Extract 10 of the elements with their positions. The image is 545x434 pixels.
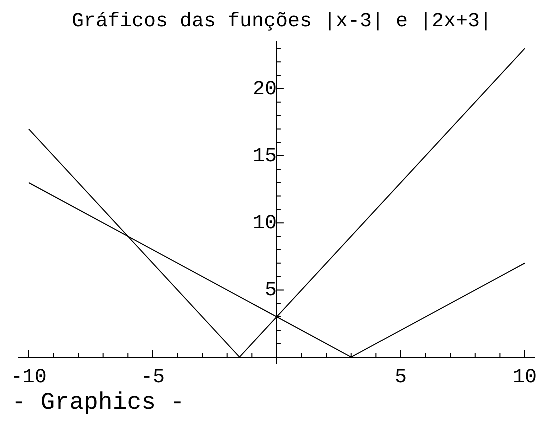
y-tick-label: 5 [264,280,277,303]
x-tick-label: -10 [10,366,47,390]
x-tick-label: 5 [394,366,407,390]
y-tick-label: 20 [252,78,277,102]
text: - Graphics - [12,390,185,417]
x-tick-label: -5 [140,366,165,390]
y-tick-label: 15 [252,145,277,168]
x-tick-label: 10 [512,366,538,390]
chart-title: Gráficos das funções |x-3| e |2x+3| [72,10,492,34]
y-tick-label: 10 [252,212,277,236]
